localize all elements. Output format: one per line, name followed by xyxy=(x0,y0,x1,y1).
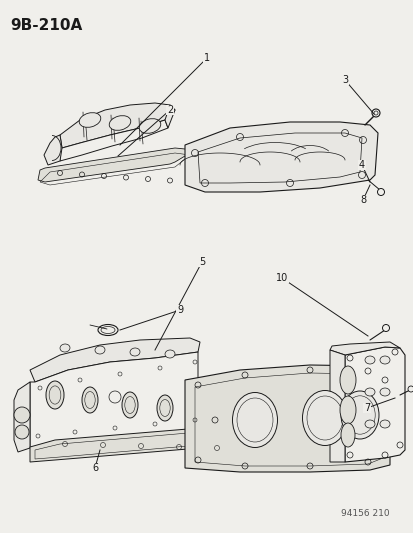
Ellipse shape xyxy=(364,388,374,396)
Ellipse shape xyxy=(364,420,374,428)
Ellipse shape xyxy=(82,387,98,413)
Polygon shape xyxy=(44,135,62,165)
Polygon shape xyxy=(344,347,404,462)
Ellipse shape xyxy=(232,392,277,448)
Circle shape xyxy=(377,189,384,196)
Ellipse shape xyxy=(165,350,175,358)
Ellipse shape xyxy=(95,346,105,354)
Polygon shape xyxy=(329,342,399,355)
Polygon shape xyxy=(30,428,249,462)
Ellipse shape xyxy=(46,381,64,409)
Text: 6: 6 xyxy=(92,463,98,473)
Circle shape xyxy=(382,325,389,332)
Ellipse shape xyxy=(109,116,131,131)
Ellipse shape xyxy=(339,396,355,424)
Ellipse shape xyxy=(379,388,389,396)
Polygon shape xyxy=(60,120,168,161)
Text: 2: 2 xyxy=(166,105,173,115)
Polygon shape xyxy=(38,148,195,182)
Text: 94156 210: 94156 210 xyxy=(341,509,389,518)
Polygon shape xyxy=(14,382,30,452)
Text: 9: 9 xyxy=(176,305,183,315)
Polygon shape xyxy=(329,350,344,462)
Circle shape xyxy=(371,109,379,117)
Polygon shape xyxy=(30,338,199,382)
Ellipse shape xyxy=(130,348,140,356)
Polygon shape xyxy=(185,122,377,192)
Circle shape xyxy=(407,386,413,392)
Polygon shape xyxy=(185,365,389,472)
Text: 9B-210A: 9B-210A xyxy=(10,18,82,33)
Polygon shape xyxy=(30,352,197,448)
Ellipse shape xyxy=(340,391,378,439)
Text: 5: 5 xyxy=(198,257,204,267)
Ellipse shape xyxy=(157,395,173,421)
Ellipse shape xyxy=(340,423,354,447)
Polygon shape xyxy=(165,105,175,128)
Ellipse shape xyxy=(79,112,100,127)
Text: 4: 4 xyxy=(358,160,364,170)
Ellipse shape xyxy=(302,391,347,446)
Ellipse shape xyxy=(60,344,70,352)
Polygon shape xyxy=(60,103,175,148)
Ellipse shape xyxy=(339,366,355,394)
Circle shape xyxy=(15,425,29,439)
Ellipse shape xyxy=(98,325,118,335)
Ellipse shape xyxy=(364,356,374,364)
Ellipse shape xyxy=(379,356,389,364)
Text: 8: 8 xyxy=(359,195,365,205)
Ellipse shape xyxy=(379,420,389,428)
Ellipse shape xyxy=(139,119,160,133)
Circle shape xyxy=(14,407,30,423)
Text: 3: 3 xyxy=(341,75,347,85)
Text: 1: 1 xyxy=(204,53,209,63)
Text: 7: 7 xyxy=(363,403,369,413)
Ellipse shape xyxy=(122,392,138,418)
Text: 10: 10 xyxy=(275,273,287,283)
